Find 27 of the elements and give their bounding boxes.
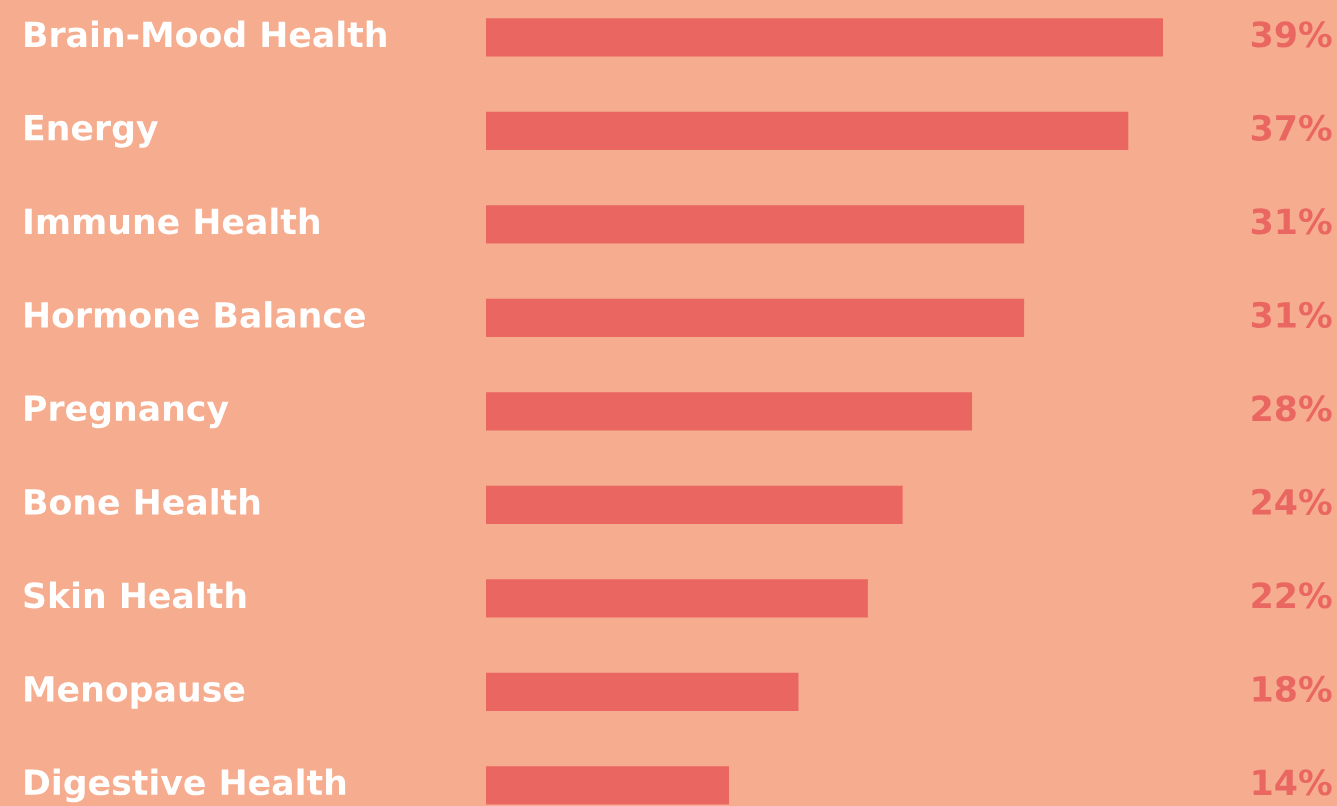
bar: [486, 392, 973, 431]
data-label: 37%: [1251, 114, 1332, 141]
y-tick-label: Digestive Health: [25, 768, 346, 803]
data-label: 18%: [1253, 675, 1332, 702]
data-label: 31%: [1251, 208, 1332, 235]
y-tick-label: Bone Health: [25, 488, 260, 515]
y-tick-label: Pregnancy: [25, 395, 229, 429]
data-label: 22%: [1252, 582, 1332, 609]
y-tick-label: Menopause: [25, 676, 245, 709]
bar: [486, 111, 1129, 151]
data-label: 24%: [1252, 488, 1332, 515]
bar: [486, 766, 730, 805]
bar: [486, 485, 903, 525]
y-tick-label: Brain-Mood Health: [25, 20, 386, 48]
bar: [486, 18, 1164, 57]
y-tick-label: Hormone Balance: [25, 301, 365, 328]
data-label: 39%: [1251, 21, 1332, 48]
data-label: 28%: [1252, 395, 1332, 422]
y-tick-label: Skin Health: [24, 581, 246, 609]
data-label: 31%: [1251, 301, 1332, 328]
bar: [486, 579, 868, 618]
data-label: 14%: [1253, 769, 1332, 796]
bar: [486, 672, 799, 712]
bar: [486, 205, 1025, 244]
y-tick-label: Energy: [25, 114, 158, 148]
bar: [486, 298, 1025, 338]
y-tick-label: Immune Health: [25, 207, 319, 235]
